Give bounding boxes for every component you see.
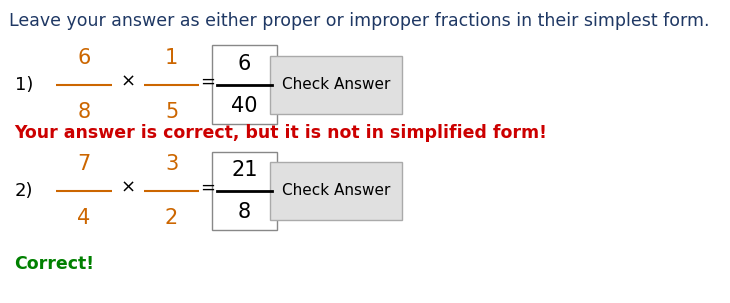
Text: 4: 4 [77,208,91,228]
Text: Correct!: Correct! [15,255,95,273]
Text: 6: 6 [238,54,251,74]
Text: 1: 1 [165,48,178,68]
Text: ×: × [120,73,135,91]
Text: 8: 8 [238,202,251,222]
Text: 1): 1) [15,76,33,94]
Text: 2: 2 [165,208,178,228]
Text: 7: 7 [77,154,91,174]
FancyBboxPatch shape [212,45,277,124]
Text: =: = [201,179,215,197]
FancyBboxPatch shape [212,152,277,230]
Text: 5: 5 [165,102,178,122]
Text: ×: × [120,179,135,197]
Text: 40: 40 [231,96,258,116]
Text: 8: 8 [77,102,91,122]
Text: Check Answer: Check Answer [282,77,390,92]
Text: Leave your answer as either proper or improper fractions in their simplest form.: Leave your answer as either proper or im… [9,12,710,30]
FancyBboxPatch shape [270,162,402,220]
Text: 21: 21 [231,160,258,180]
FancyBboxPatch shape [270,56,402,114]
Text: Check Answer: Check Answer [282,183,390,198]
Text: =: = [201,73,215,91]
Text: Your answer is correct, but it is not in simplified form!: Your answer is correct, but it is not in… [15,124,548,142]
Text: 2): 2) [15,182,33,200]
Text: 3: 3 [165,154,178,174]
Text: 6: 6 [77,48,91,68]
